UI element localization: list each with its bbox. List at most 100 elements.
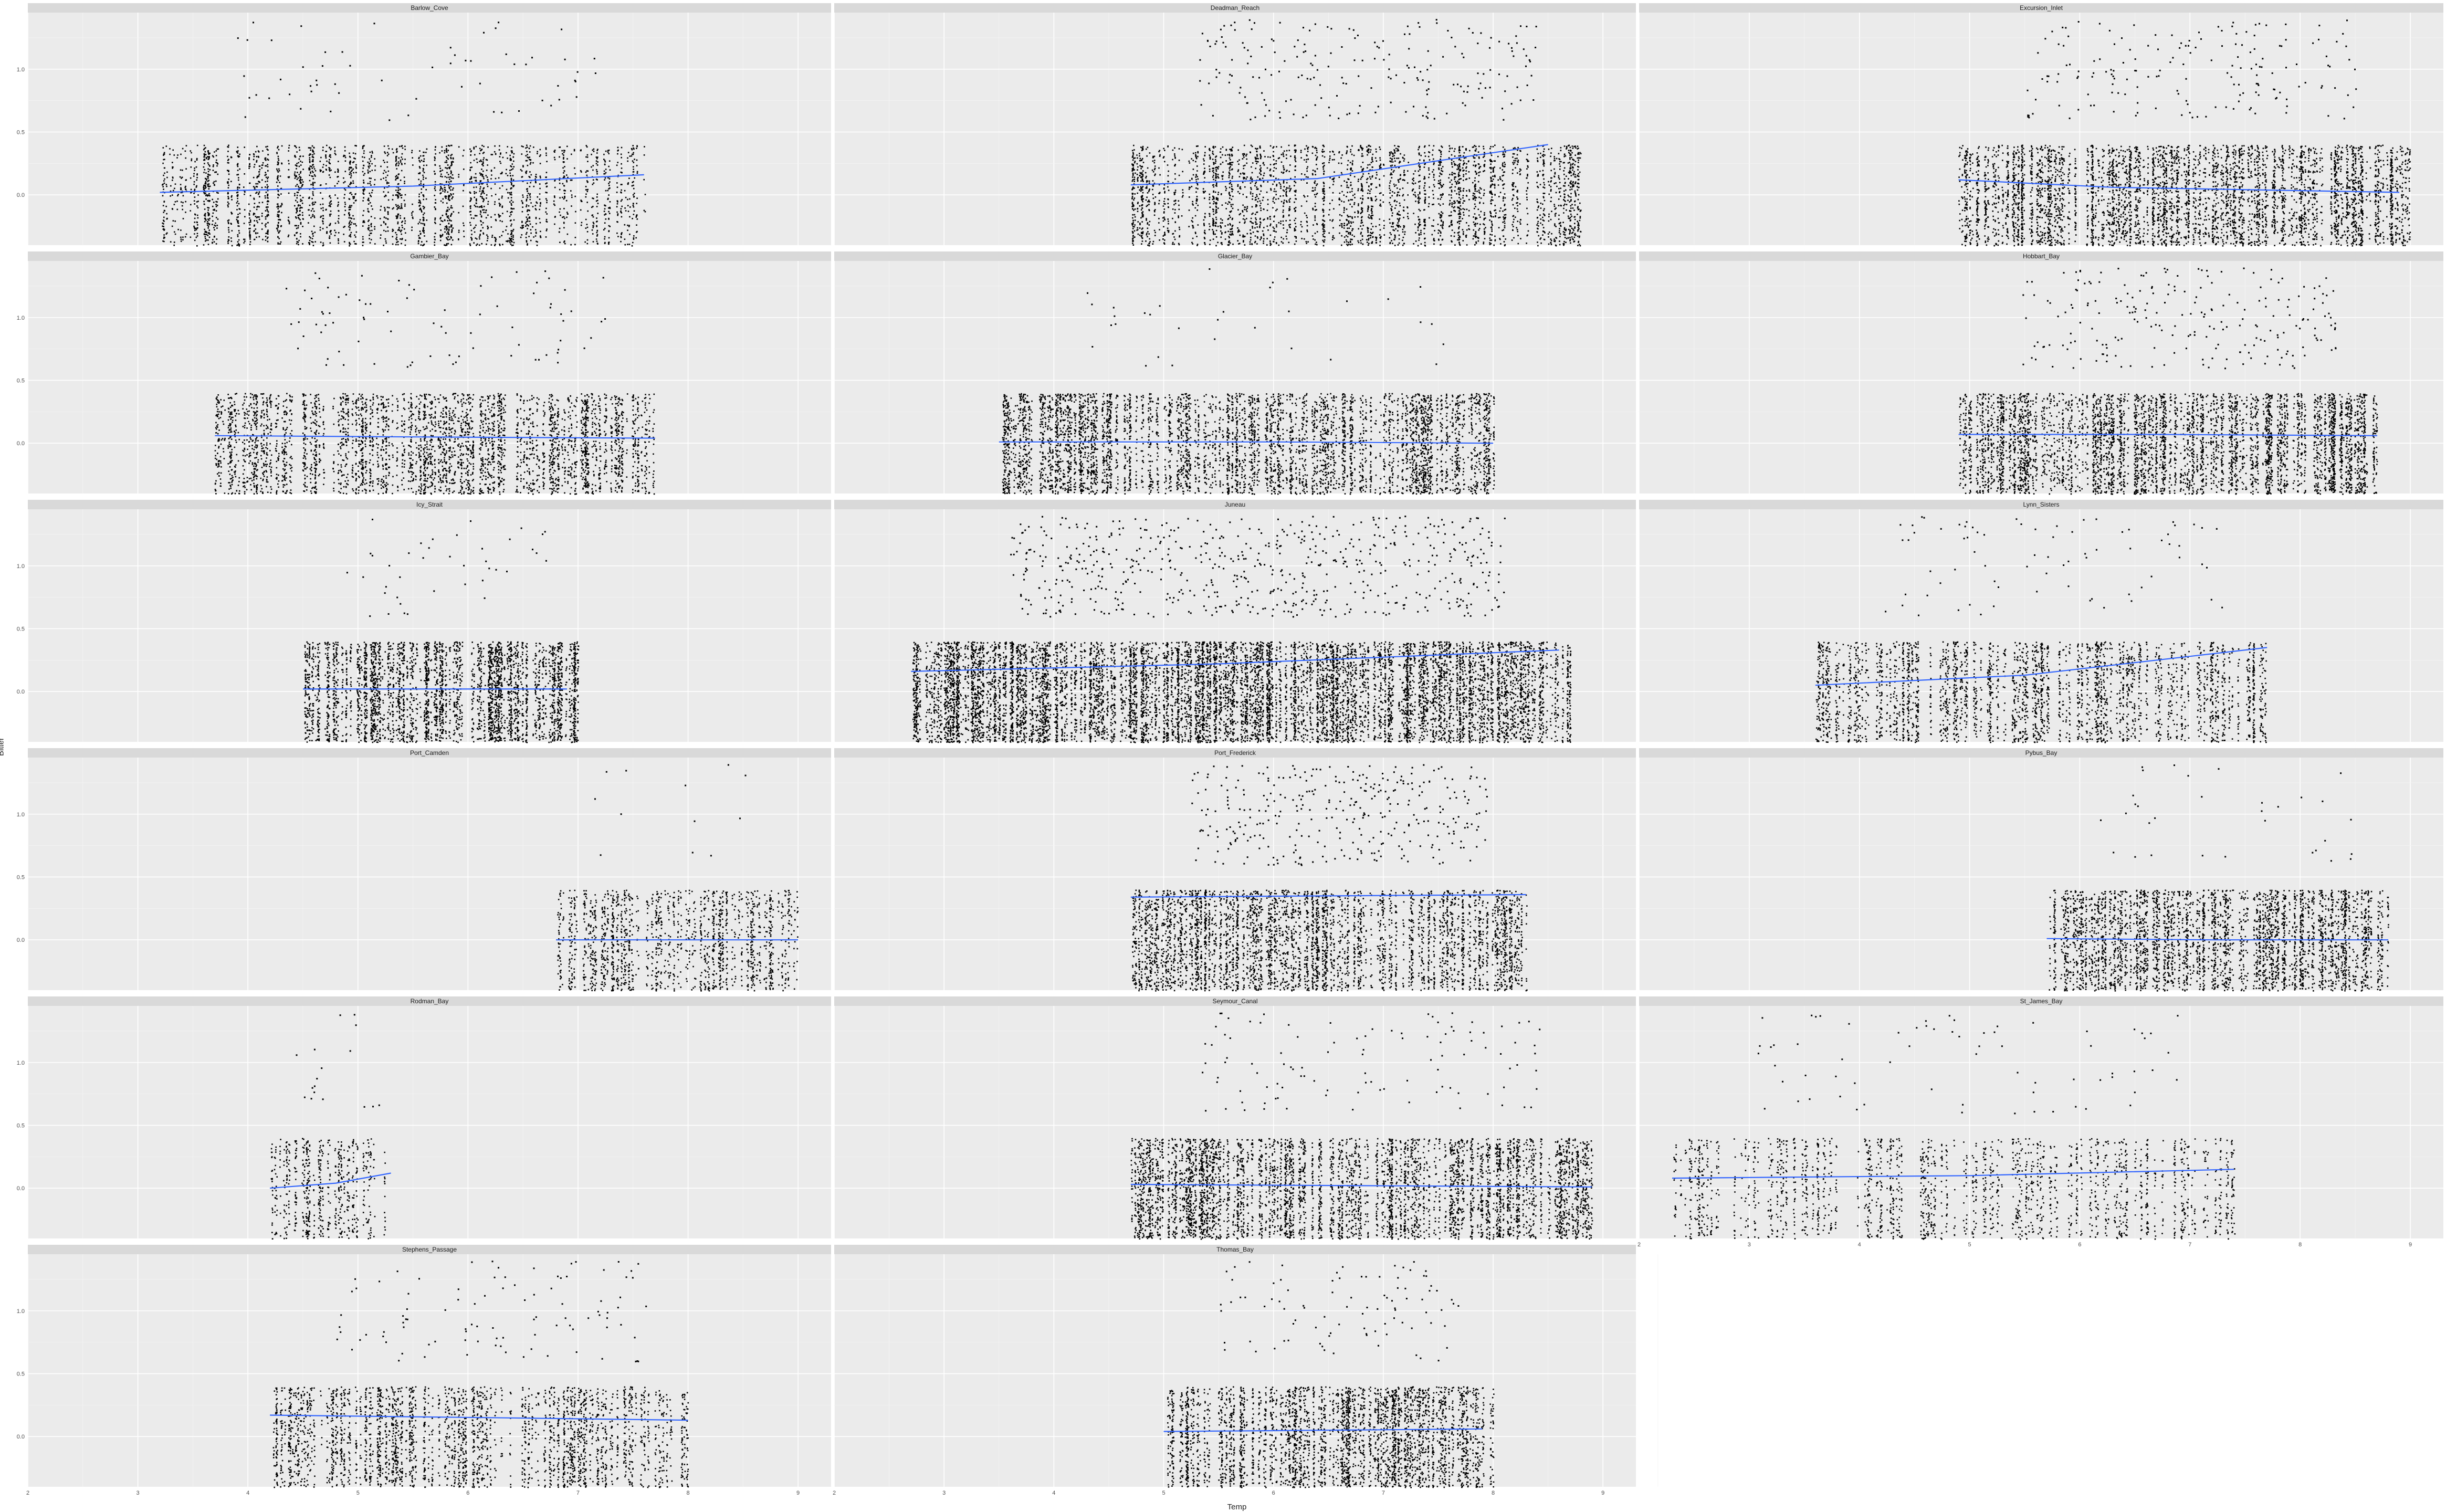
- x-tick-label: 6: [466, 1490, 469, 1496]
- x-tick-label: 2: [833, 1490, 836, 1496]
- y-tick-label: 1.0: [17, 315, 25, 321]
- x-tick-label: 2: [1637, 1242, 1641, 1248]
- facet-title: Lynn_Sisters: [2023, 501, 2060, 508]
- x-tick-label: 8: [2298, 1242, 2302, 1248]
- facet-title: Port_Frederick: [1214, 749, 1256, 757]
- facet-panel: Port_Camden 0.0 0.5 1.0: [17, 748, 854, 992]
- facet-title: Pybus_Bay: [2025, 749, 2057, 757]
- trend-line: [215, 435, 655, 439]
- y-tick-label: 0.0: [17, 937, 25, 943]
- facet-title: St_James_Bay: [2020, 998, 2063, 1005]
- trend-line: [270, 1414, 688, 1421]
- facet-panel: Gambier_Bay 0.0 0.5 1.0: [17, 251, 854, 495]
- x-tick-label: 6: [1272, 1490, 1275, 1496]
- scatter-points: [912, 516, 1572, 743]
- scatter-points: [272, 1261, 689, 1488]
- facet-title: Glacier_Bay: [1218, 253, 1252, 260]
- facet-strip: [834, 500, 1636, 509]
- panel-background: [834, 261, 1636, 494]
- trend-line: [2046, 938, 2389, 941]
- panel-background: [28, 1006, 831, 1238]
- y-tick-label: 0.0: [17, 1434, 25, 1440]
- scatter-points: [304, 519, 580, 743]
- trend-line: [160, 174, 644, 193]
- facet-strip: [28, 500, 831, 509]
- y-tick-label: 1.0: [17, 563, 25, 570]
- x-tick-label: 3: [137, 1490, 140, 1496]
- facet-strip: [834, 251, 1636, 261]
- y-tick-label: 1.0: [17, 67, 25, 73]
- facet-title: Excursion_Inlet: [2020, 4, 2063, 12]
- scatter-points: [1132, 764, 1528, 992]
- facet-panel: Excursion_Inlet: [1639, 3, 2443, 247]
- facet-title: Stephens_Passage: [402, 1246, 457, 1253]
- trend-line: [270, 1172, 391, 1189]
- facet-title: Deadman_Reach: [1211, 4, 1259, 12]
- facet-strip: [834, 748, 1636, 758]
- y-tick-label: 1.0: [17, 812, 25, 818]
- facet-panel: Rodman_Bay 0.0 0.5 1.0: [17, 996, 854, 1240]
- y-axis-label: Bitter: [0, 737, 6, 756]
- panel-background: [1639, 13, 2443, 245]
- x-tick-label: 9: [796, 1490, 800, 1496]
- panel-background: [28, 261, 831, 494]
- trend-line: [999, 441, 1494, 444]
- y-tick-label: 0.5: [17, 874, 25, 880]
- x-axis-label: Temp: [1227, 1503, 1247, 1511]
- y-tick-label: 0.5: [17, 1371, 25, 1377]
- facet-strip: [834, 996, 1636, 1006]
- x-tick-label: 7: [2188, 1242, 2191, 1248]
- y-tick-label: 0.0: [17, 192, 25, 198]
- trend-line: [1958, 179, 2400, 193]
- x-tick-label: 6: [2078, 1242, 2081, 1248]
- facet-strip: [28, 1245, 831, 1254]
- facet-strip: [1639, 748, 2443, 758]
- trend-line: [911, 649, 1559, 672]
- trend-line: [1958, 434, 2378, 436]
- x-tick-label: 3: [942, 1490, 946, 1496]
- facet-strip: [28, 996, 831, 1006]
- facet-strip: [1639, 996, 2443, 1006]
- facet-strip: [1639, 500, 2443, 509]
- panel-background: [28, 758, 831, 990]
- facet-panel: Thomas_Bay 2 3 4 5 6 7 8 9: [833, 1245, 1658, 1496]
- trend-line: [1815, 647, 2267, 686]
- x-tick-label: 4: [1052, 1490, 1055, 1496]
- facet-panel: St_James_Bay 2 3 4 5 6 7 8 9: [1637, 996, 2443, 1248]
- trend-line: [1672, 1169, 2234, 1179]
- facet-strip: [834, 1245, 1636, 1254]
- facet-strip: [1639, 3, 2443, 13]
- facet-strip: [28, 251, 831, 261]
- trend-line: [1163, 1428, 1483, 1432]
- x-tick-label: 5: [1968, 1242, 1971, 1248]
- x-tick-label: 4: [1858, 1242, 1861, 1248]
- panel-background: [28, 13, 831, 245]
- y-tick-label: 0.5: [17, 377, 25, 384]
- facet-panel: Seymour_Canal: [834, 996, 1658, 1240]
- y-tick-label: 0.5: [17, 626, 25, 632]
- x-tick-label: 2: [26, 1490, 29, 1496]
- facet-panel: Juneau: [834, 500, 1658, 743]
- panel-background: [1639, 1006, 2443, 1238]
- facet-title: Barlow_Cove: [411, 4, 448, 12]
- x-tick-label: 9: [1601, 1490, 1604, 1496]
- scatter-points: [1167, 1261, 1495, 1488]
- scatter-points: [270, 1014, 386, 1240]
- facet-title: Seymour_Canal: [1212, 998, 1257, 1005]
- x-tick-label: 7: [576, 1490, 580, 1496]
- facet-title: Gambier_Bay: [410, 253, 448, 260]
- trend-line: [1130, 894, 1526, 898]
- trend-line: [1130, 144, 1548, 186]
- panel-background: [1639, 261, 2443, 494]
- facet-panel: Stephens_Passage 0.0 0.5 1.0 2 3 4 5 6 7 8 9: [17, 1245, 854, 1496]
- facet-title: Hobbart_Bay: [2023, 253, 2060, 260]
- facet-panel: Deadman_Reach: [834, 3, 1658, 247]
- facet-strip: [834, 3, 1636, 13]
- y-tick-label: 0.0: [17, 689, 25, 695]
- facet-strip: [28, 3, 831, 13]
- facet-strip: [1639, 251, 2443, 261]
- y-tick-label: 1.0: [17, 1060, 25, 1066]
- facet-panel: Glacier_Bay: [834, 251, 1658, 495]
